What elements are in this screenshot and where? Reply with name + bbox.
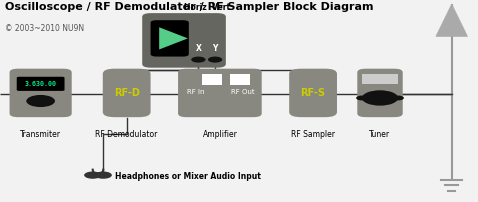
FancyBboxPatch shape <box>178 69 262 117</box>
Circle shape <box>392 96 404 100</box>
Text: Horiz  Vert: Horiz Vert <box>184 3 230 12</box>
Text: RF-D: RF-D <box>114 88 140 98</box>
Circle shape <box>84 171 101 179</box>
Text: Tuner: Tuner <box>369 130 391 139</box>
FancyBboxPatch shape <box>357 69 402 117</box>
Circle shape <box>208 57 222 63</box>
Text: Headphones or Mixer Audio Input: Headphones or Mixer Audio Input <box>115 172 261 181</box>
Text: RF Out: RF Out <box>231 89 255 95</box>
FancyBboxPatch shape <box>362 74 398 84</box>
Text: Amplifier: Amplifier <box>203 130 237 139</box>
Text: RF In: RF In <box>187 89 205 95</box>
Polygon shape <box>159 27 188 49</box>
Text: RF Demodulator: RF Demodulator <box>96 130 158 139</box>
FancyBboxPatch shape <box>202 74 222 85</box>
FancyBboxPatch shape <box>17 77 65 91</box>
Circle shape <box>95 171 112 179</box>
FancyBboxPatch shape <box>230 74 250 85</box>
FancyBboxPatch shape <box>289 69 337 117</box>
Text: RF-S: RF-S <box>301 88 326 98</box>
Text: 3.630.00: 3.630.00 <box>25 81 56 87</box>
Circle shape <box>362 90 398 106</box>
Text: Y: Y <box>212 44 218 53</box>
FancyBboxPatch shape <box>103 69 151 117</box>
Polygon shape <box>436 4 467 36</box>
Circle shape <box>191 57 206 63</box>
FancyBboxPatch shape <box>142 13 226 68</box>
Text: Oscilloscope / RF Demodulator / RF Sampler Block Diagram: Oscilloscope / RF Demodulator / RF Sampl… <box>5 2 373 12</box>
FancyBboxPatch shape <box>151 20 189 57</box>
Text: © 2003~2010 NU9N: © 2003~2010 NU9N <box>5 24 84 33</box>
Circle shape <box>356 96 368 100</box>
Text: RF Sampler: RF Sampler <box>291 130 335 139</box>
FancyBboxPatch shape <box>10 69 72 117</box>
Text: X: X <box>196 44 201 53</box>
Circle shape <box>26 95 55 107</box>
Text: Transmiter: Transmiter <box>20 130 61 139</box>
